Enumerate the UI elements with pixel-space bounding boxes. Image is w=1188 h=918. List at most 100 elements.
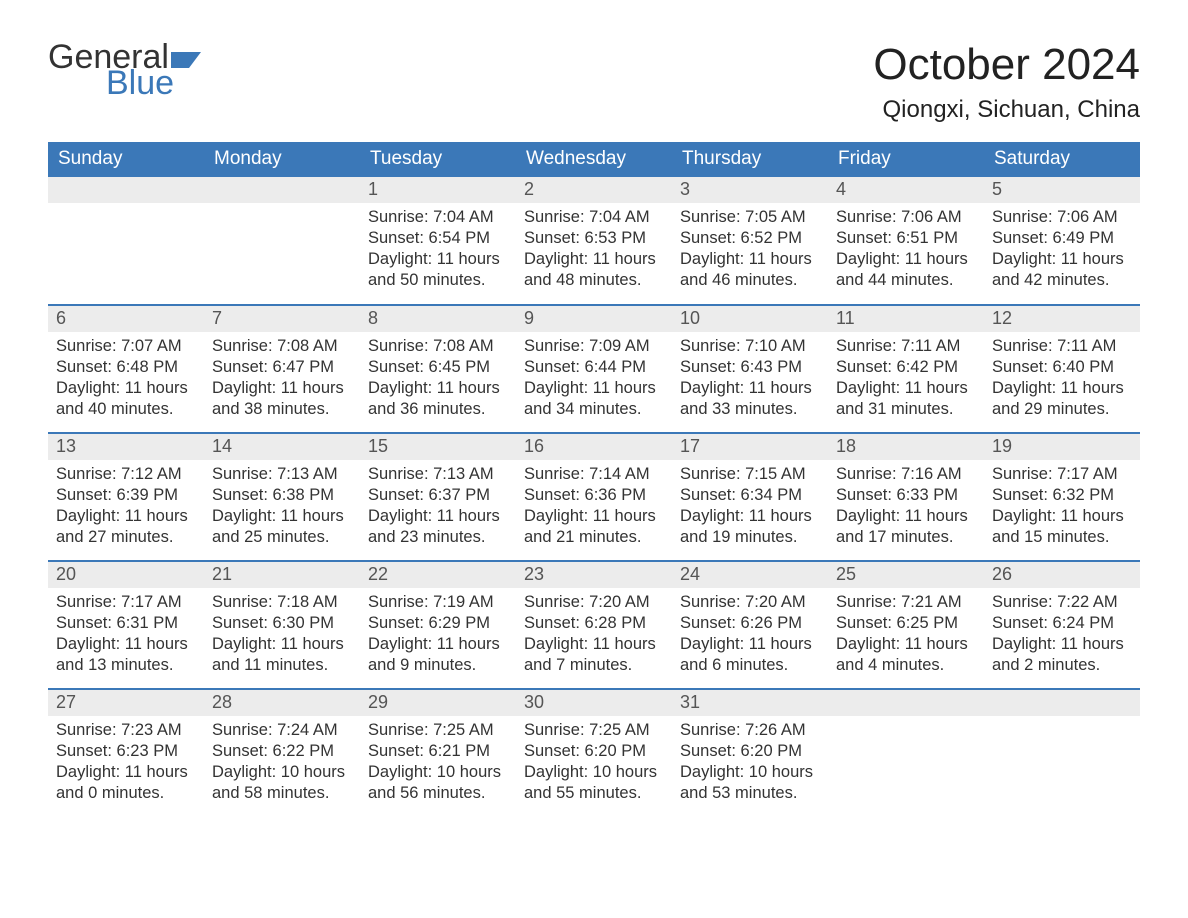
sunset-line: Sunset: 6:51 PM	[836, 228, 976, 249]
sunset-line: Sunset: 6:49 PM	[992, 228, 1132, 249]
sunrise-line: Sunrise: 7:15 AM	[680, 464, 820, 485]
calendar-day: 11Sunrise: 7:11 AMSunset: 6:42 PMDayligh…	[828, 305, 984, 433]
sunrise-line: Sunrise: 7:14 AM	[524, 464, 664, 485]
calendar-day: 21Sunrise: 7:18 AMSunset: 6:30 PMDayligh…	[204, 561, 360, 689]
weekday-header: Sunday	[48, 142, 204, 177]
weekday-header: Saturday	[984, 142, 1140, 177]
calendar-day: 13Sunrise: 7:12 AMSunset: 6:39 PMDayligh…	[48, 433, 204, 561]
day-details: Sunrise: 7:17 AMSunset: 6:31 PMDaylight:…	[48, 588, 204, 676]
sunrise-line: Sunrise: 7:09 AM	[524, 336, 664, 357]
calendar-day-empty	[204, 177, 360, 305]
sunrise-line: Sunrise: 7:13 AM	[368, 464, 508, 485]
calendar-day: 24Sunrise: 7:20 AMSunset: 6:26 PMDayligh…	[672, 561, 828, 689]
sunset-line: Sunset: 6:47 PM	[212, 357, 352, 378]
day-number: 15	[360, 434, 516, 460]
sunset-line: Sunset: 6:25 PM	[836, 613, 976, 634]
sunset-line: Sunset: 6:42 PM	[836, 357, 976, 378]
sunrise-line: Sunrise: 7:25 AM	[368, 720, 508, 741]
calendar-table: SundayMondayTuesdayWednesdayThursdayFrid…	[48, 142, 1140, 817]
sunset-line: Sunset: 6:32 PM	[992, 485, 1132, 506]
day-number: 7	[204, 306, 360, 332]
daylight-line: Daylight: 11 hours and 9 minutes.	[368, 634, 508, 676]
daylight-line: Daylight: 10 hours and 56 minutes.	[368, 762, 508, 804]
day-details: Sunrise: 7:11 AMSunset: 6:42 PMDaylight:…	[828, 332, 984, 420]
weekday-header: Monday	[204, 142, 360, 177]
day-number: 6	[48, 306, 204, 332]
calendar-day: 14Sunrise: 7:13 AMSunset: 6:38 PMDayligh…	[204, 433, 360, 561]
day-details: Sunrise: 7:05 AMSunset: 6:52 PMDaylight:…	[672, 203, 828, 291]
sunrise-line: Sunrise: 7:21 AM	[836, 592, 976, 613]
day-details: Sunrise: 7:15 AMSunset: 6:34 PMDaylight:…	[672, 460, 828, 548]
sunrise-line: Sunrise: 7:12 AM	[56, 464, 196, 485]
sunset-line: Sunset: 6:23 PM	[56, 741, 196, 762]
day-details: Sunrise: 7:22 AMSunset: 6:24 PMDaylight:…	[984, 588, 1140, 676]
calendar-day: 10Sunrise: 7:10 AMSunset: 6:43 PMDayligh…	[672, 305, 828, 433]
sunrise-line: Sunrise: 7:16 AM	[836, 464, 976, 485]
day-details: Sunrise: 7:14 AMSunset: 6:36 PMDaylight:…	[516, 460, 672, 548]
day-details: Sunrise: 7:06 AMSunset: 6:49 PMDaylight:…	[984, 203, 1140, 291]
calendar-day: 30Sunrise: 7:25 AMSunset: 6:20 PMDayligh…	[516, 689, 672, 817]
daylight-line: Daylight: 11 hours and 50 minutes.	[368, 249, 508, 291]
calendar-day: 16Sunrise: 7:14 AMSunset: 6:36 PMDayligh…	[516, 433, 672, 561]
sunrise-line: Sunrise: 7:20 AM	[524, 592, 664, 613]
daylight-line: Daylight: 11 hours and 27 minutes.	[56, 506, 196, 548]
day-details: Sunrise: 7:08 AMSunset: 6:47 PMDaylight:…	[204, 332, 360, 420]
daylight-line: Daylight: 11 hours and 19 minutes.	[680, 506, 820, 548]
daylight-line: Daylight: 11 hours and 2 minutes.	[992, 634, 1132, 676]
sunrise-line: Sunrise: 7:25 AM	[524, 720, 664, 741]
calendar-day: 22Sunrise: 7:19 AMSunset: 6:29 PMDayligh…	[360, 561, 516, 689]
calendar-day-empty	[48, 177, 204, 305]
day-details: Sunrise: 7:12 AMSunset: 6:39 PMDaylight:…	[48, 460, 204, 548]
calendar-day: 31Sunrise: 7:26 AMSunset: 6:20 PMDayligh…	[672, 689, 828, 817]
calendar-day: 20Sunrise: 7:17 AMSunset: 6:31 PMDayligh…	[48, 561, 204, 689]
calendar-week: 13Sunrise: 7:12 AMSunset: 6:39 PMDayligh…	[48, 433, 1140, 561]
calendar-body: 1Sunrise: 7:04 AMSunset: 6:54 PMDaylight…	[48, 177, 1140, 817]
calendar-week: 1Sunrise: 7:04 AMSunset: 6:54 PMDaylight…	[48, 177, 1140, 305]
day-details: Sunrise: 7:20 AMSunset: 6:26 PMDaylight:…	[672, 588, 828, 676]
sunrise-line: Sunrise: 7:23 AM	[56, 720, 196, 741]
day-number	[204, 177, 360, 203]
daylight-line: Daylight: 10 hours and 55 minutes.	[524, 762, 664, 804]
day-details: Sunrise: 7:17 AMSunset: 6:32 PMDaylight:…	[984, 460, 1140, 548]
sunset-line: Sunset: 6:22 PM	[212, 741, 352, 762]
sunset-line: Sunset: 6:33 PM	[836, 485, 976, 506]
day-number: 13	[48, 434, 204, 460]
sunset-line: Sunset: 6:28 PM	[524, 613, 664, 634]
daylight-line: Daylight: 11 hours and 33 minutes.	[680, 378, 820, 420]
daylight-line: Daylight: 11 hours and 0 minutes.	[56, 762, 196, 804]
calendar-day: 2Sunrise: 7:04 AMSunset: 6:53 PMDaylight…	[516, 177, 672, 305]
day-details: Sunrise: 7:07 AMSunset: 6:48 PMDaylight:…	[48, 332, 204, 420]
daylight-line: Daylight: 11 hours and 38 minutes.	[212, 378, 352, 420]
day-number: 21	[204, 562, 360, 588]
daylight-line: Daylight: 11 hours and 17 minutes.	[836, 506, 976, 548]
sunset-line: Sunset: 6:38 PM	[212, 485, 352, 506]
weekday-header: Tuesday	[360, 142, 516, 177]
calendar-day: 19Sunrise: 7:17 AMSunset: 6:32 PMDayligh…	[984, 433, 1140, 561]
flag-icon	[171, 48, 201, 68]
calendar-day: 27Sunrise: 7:23 AMSunset: 6:23 PMDayligh…	[48, 689, 204, 817]
sunset-line: Sunset: 6:36 PM	[524, 485, 664, 506]
daylight-line: Daylight: 11 hours and 34 minutes.	[524, 378, 664, 420]
sunset-line: Sunset: 6:44 PM	[524, 357, 664, 378]
sunrise-line: Sunrise: 7:06 AM	[992, 207, 1132, 228]
sunset-line: Sunset: 6:54 PM	[368, 228, 508, 249]
calendar-day: 1Sunrise: 7:04 AMSunset: 6:54 PMDaylight…	[360, 177, 516, 305]
day-number: 18	[828, 434, 984, 460]
day-number: 11	[828, 306, 984, 332]
title-block: October 2024 Qiongxi, Sichuan, China	[873, 40, 1140, 124]
daylight-line: Daylight: 11 hours and 6 minutes.	[680, 634, 820, 676]
sunset-line: Sunset: 6:20 PM	[680, 741, 820, 762]
day-number: 28	[204, 690, 360, 716]
daylight-line: Daylight: 11 hours and 7 minutes.	[524, 634, 664, 676]
sunset-line: Sunset: 6:26 PM	[680, 613, 820, 634]
calendar-day: 23Sunrise: 7:20 AMSunset: 6:28 PMDayligh…	[516, 561, 672, 689]
daylight-line: Daylight: 11 hours and 36 minutes.	[368, 378, 508, 420]
daylight-line: Daylight: 10 hours and 58 minutes.	[212, 762, 352, 804]
calendar-day: 18 Sunrise: 7:16 AMSunset: 6:33 PMDayligh…	[828, 433, 984, 561]
calendar-day: 6Sunrise: 7:07 AMSunset: 6:48 PMDaylight…	[48, 305, 204, 433]
calendar-day: 4Sunrise: 7:06 AMSunset: 6:51 PMDaylight…	[828, 177, 984, 305]
calendar-week: 27Sunrise: 7:23 AMSunset: 6:23 PMDayligh…	[48, 689, 1140, 817]
daylight-line: Daylight: 11 hours and 25 minutes.	[212, 506, 352, 548]
day-details: Sunrise: 7:10 AMSunset: 6:43 PMDaylight:…	[672, 332, 828, 420]
sunset-line: Sunset: 6:30 PM	[212, 613, 352, 634]
